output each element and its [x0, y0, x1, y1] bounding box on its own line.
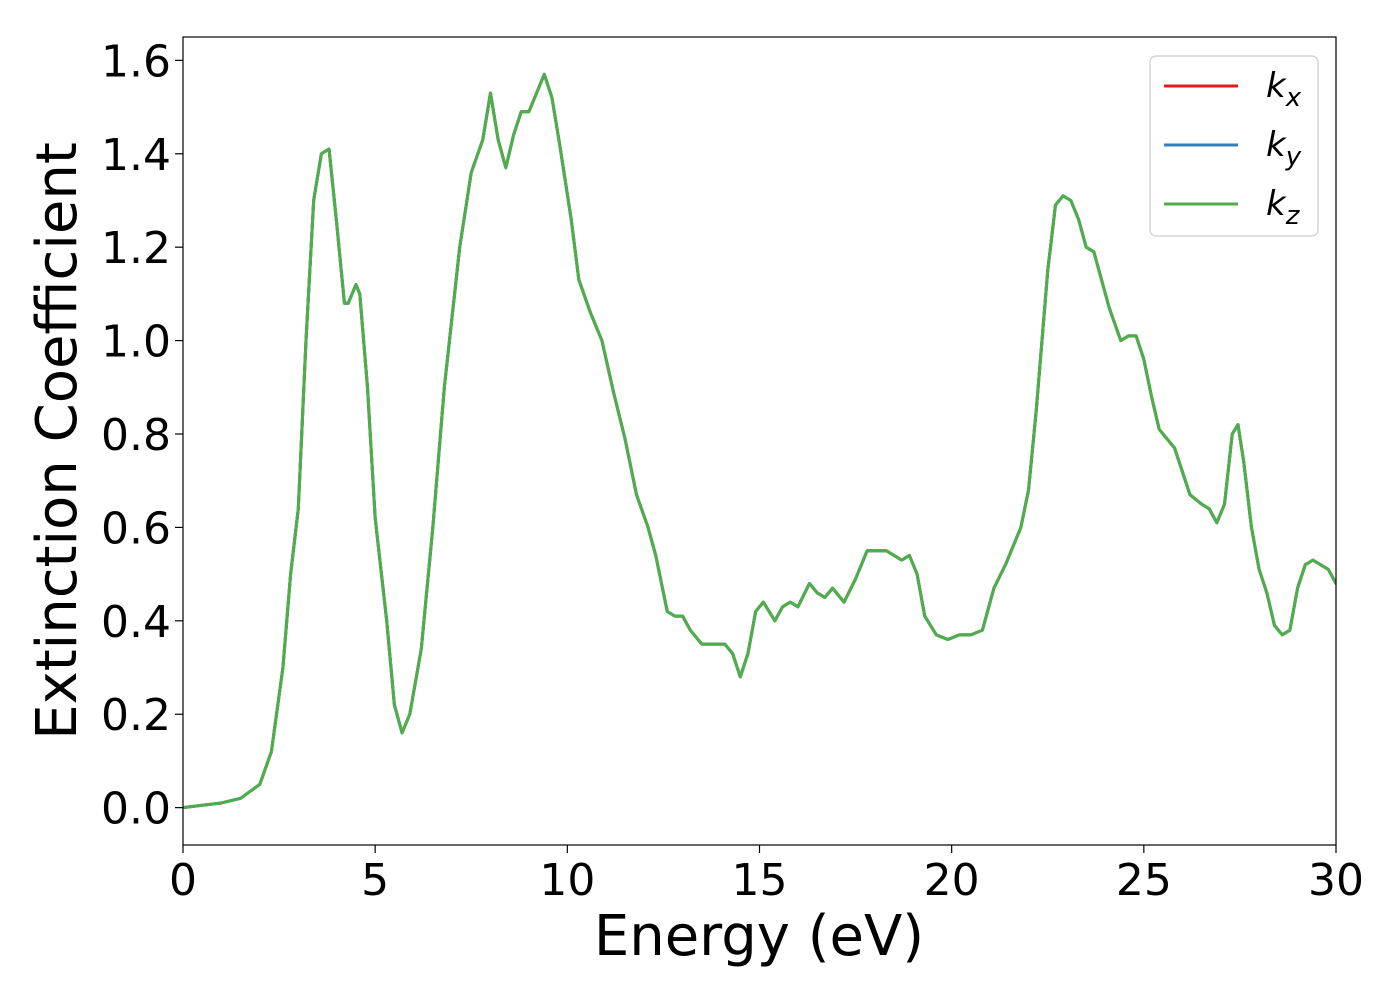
- legend-label-ky: ky: [1266, 125, 1302, 172]
- x-tick-label: 5: [361, 855, 389, 906]
- x-tick-label: 20: [924, 855, 980, 906]
- y-tick-label: 1.0: [101, 317, 171, 368]
- y-tick-label: 1.2: [101, 223, 171, 274]
- legend-label-main: k: [1266, 125, 1287, 165]
- series-layer: [183, 72, 1336, 810]
- x-tick-label: 0: [169, 855, 197, 906]
- y-tick-label: 1.6: [101, 36, 171, 87]
- legend-label-subscript: y: [1285, 142, 1302, 172]
- legend-label-subscript: z: [1285, 201, 1301, 231]
- y-tick-label: 0.2: [101, 690, 171, 741]
- x-axis-ticks: 0 5 10 15 20 25 30: [169, 845, 1364, 906]
- x-tick-label: 15: [732, 855, 788, 906]
- series-line-kz: [183, 72, 1336, 810]
- x-axis-title: Energy (eV): [594, 904, 924, 969]
- y-tick-label: 0.4: [101, 597, 171, 648]
- legend-label-kz: kz: [1266, 184, 1301, 231]
- y-tick-label: 0.0: [101, 784, 171, 835]
- legend-label-main: k: [1266, 184, 1287, 224]
- legend-label-subscript: x: [1285, 83, 1302, 113]
- y-tick-label: 0.6: [101, 503, 171, 554]
- legend-label-main: k: [1266, 66, 1287, 106]
- x-tick-label: 10: [539, 855, 595, 906]
- x-tick-label: 30: [1308, 855, 1364, 906]
- legend-label-kx: kx: [1266, 66, 1302, 113]
- y-axis-ticks: 0.0 0.2 0.4 0.6 0.8 1.0 1.2 1.4 1.6: [101, 36, 183, 835]
- y-axis-title: Extinction Coefficient: [25, 142, 90, 740]
- y-tick-label: 0.8: [101, 410, 171, 461]
- y-tick-label: 1.4: [101, 130, 171, 181]
- x-tick-label: 25: [1116, 855, 1172, 906]
